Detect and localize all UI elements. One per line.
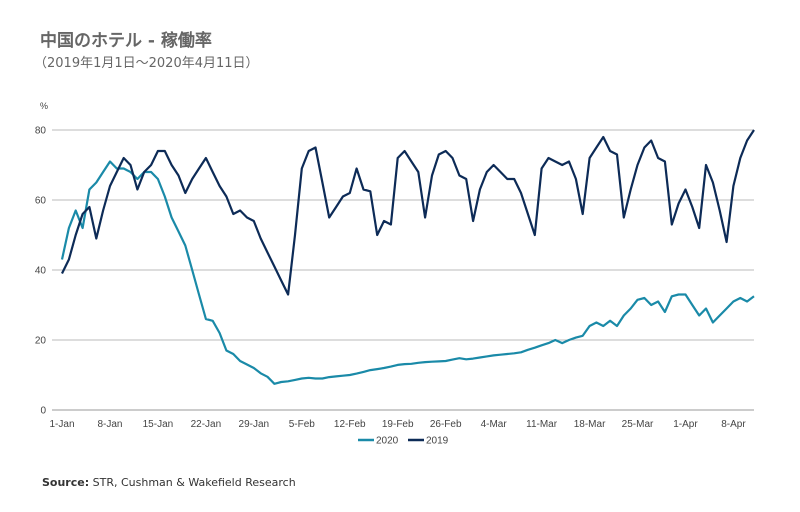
x-tick-15-jan: 15-Jan (143, 419, 174, 430)
series-lines (60, 129, 755, 385)
y-tick-20: 20 (35, 336, 47, 347)
x-tick-1-jan: 1-Jan (49, 419, 74, 430)
x-tick-5-feb: 5-Feb (289, 419, 316, 430)
y-tick-60: 60 (35, 196, 47, 207)
series-line-2020 (60, 160, 755, 385)
legend-label-2019: 2019 (426, 436, 449, 447)
x-tick-4-mar: 4-Mar (481, 419, 508, 430)
x-tick-25-mar: 25-Mar (622, 419, 654, 430)
x-tick-26-feb: 26-Feb (430, 419, 462, 430)
x-tick-29-jan: 29-Jan (239, 419, 270, 430)
y-tick-40: 40 (35, 266, 47, 277)
x-tick-18-mar: 18-Mar (574, 419, 606, 430)
legend: 2020 2019 (358, 436, 449, 447)
x-tick-19-feb: 19-Feb (382, 419, 414, 430)
y-tick-80: 80 (35, 126, 47, 137)
y-axis-unit-label: % (40, 101, 48, 111)
source-note: Source: STR, Cushman & Wakefield Researc… (42, 476, 296, 489)
x-tick-1-apr: 1-Apr (673, 419, 698, 430)
x-tick-8-jan: 8-Jan (97, 419, 122, 430)
x-tick-8-apr: 8-Apr (721, 419, 746, 430)
x-tick-11-mar: 11-Mar (526, 419, 558, 430)
gridlines (52, 129, 754, 411)
x-tick-12-feb: 12-Feb (334, 419, 366, 430)
series-line-2019 (61, 129, 755, 296)
y-tick-0: 0 (40, 406, 46, 417)
chart-title: 中国のホテル - 稼働率 (40, 31, 212, 51)
chart-subtitle: （2019年1月1日～2020年4月11日） (34, 56, 259, 71)
source-text: STR, Cushman & Wakefield Research (89, 476, 296, 489)
y-tick-labels: 0 20 40 60 80 (35, 126, 47, 417)
x-tick-22-jan: 22-Jan (191, 419, 222, 430)
x-tick-labels: 1-Jan 8-Jan 15-Jan 22-Jan 29-Jan 5-Feb 12-Feb 1… (49, 419, 746, 430)
legend-label-2020: 2020 (376, 436, 399, 447)
source-label: Source: (42, 476, 90, 489)
